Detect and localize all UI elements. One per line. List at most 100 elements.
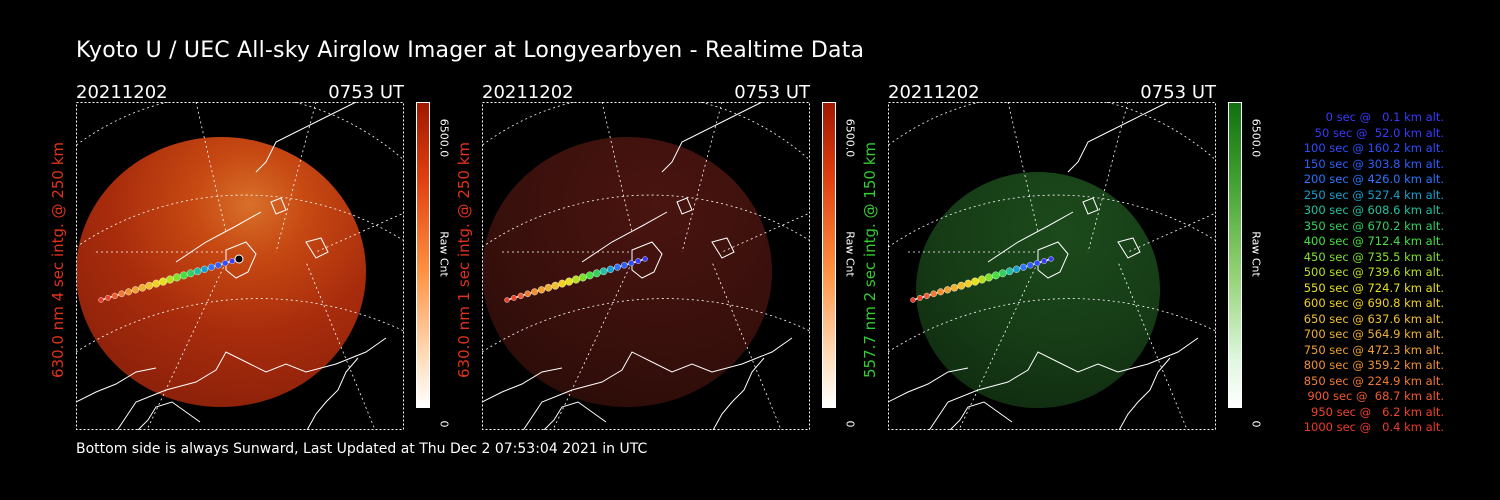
allsky-map — [76, 102, 404, 430]
time-label: 0753 UT — [1140, 82, 1216, 103]
legend-row: 650 sec @ 637.6 km alt. — [1303, 311, 1444, 326]
panel-630-4sec: 20211202 0753 UT 630.0 nm 4 sec intg. @ … — [49, 78, 486, 430]
grid-line — [958, 261, 1039, 430]
trajectory-point — [207, 263, 215, 271]
coastline-segment — [225, 241, 257, 279]
coastline-segment — [661, 102, 763, 173]
coastline-segment — [1117, 237, 1141, 259]
allsky-map — [482, 102, 810, 430]
legend-row: 600 sec @ 690.8 km alt. — [1303, 296, 1444, 310]
trajectory-point — [950, 283, 959, 292]
trajectory-point — [504, 297, 510, 303]
trajectory-point — [104, 294, 111, 301]
trajectory-point — [571, 275, 580, 284]
grid-line — [681, 102, 723, 253]
colorbar — [416, 102, 430, 408]
trajectory-point — [1005, 267, 1014, 276]
trajectory-point — [642, 256, 648, 262]
trajectory-point — [606, 265, 615, 273]
date-label: 20211202 — [888, 82, 980, 103]
trajectory-point — [229, 258, 236, 265]
legend-row: 700 sec @ 564.9 km alt. — [1303, 327, 1444, 341]
trajectory-point — [510, 294, 517, 301]
trajectory-point — [916, 294, 923, 301]
page-title: Kyoto U / UEC All-sky Airglow Imager at … — [76, 38, 865, 63]
legend-row: 50 sec @ 52.0 km alt. — [1314, 125, 1444, 140]
trajectory-point — [131, 286, 140, 294]
coastline — [888, 102, 1199, 430]
panel-557-2sec: 20211202 0753 UT 557.7 nm 2 sec intg. @ … — [861, 78, 1298, 430]
trajectory-point — [1019, 263, 1027, 271]
grid-line — [552, 261, 633, 430]
coastline-segment — [631, 241, 663, 279]
grid-line — [76, 194, 404, 248]
coastline — [482, 102, 793, 430]
trajectory-point — [531, 288, 539, 296]
trajectory-point — [125, 288, 133, 296]
trajectory-point — [991, 271, 1000, 280]
coastline-segment — [1037, 241, 1069, 279]
legend-row: 150 sec @ 303.8 km alt. — [1303, 156, 1444, 171]
trajectory-point — [984, 273, 993, 282]
coastline-segment — [711, 237, 735, 259]
legend-row: 200 sec @ 426.0 km alt. — [1303, 172, 1444, 186]
colorbar-min-label: 0 — [437, 420, 451, 428]
legend-row: 400 sec @ 712.4 km alt. — [1303, 234, 1444, 248]
trajectory-point — [517, 292, 524, 300]
wavelength-label: 557.7 nm 2 sec intg. @ 150 km — [861, 141, 879, 379]
trajectory-point — [145, 281, 154, 290]
coastline-segment — [305, 237, 329, 259]
trajectory-point — [165, 275, 174, 284]
colorbar-min-label: 0 — [1249, 420, 1263, 428]
trajectory-point — [599, 267, 608, 276]
colorbar-max-label: 6500.0 — [437, 118, 451, 158]
legend-row: 800 sec @ 359.2 km alt. — [1303, 358, 1444, 372]
trajectory — [504, 256, 648, 303]
trajectory-point — [585, 271, 594, 280]
colorbar — [822, 102, 836, 408]
legend-row: 250 sec @ 527.4 km alt. — [1303, 187, 1444, 202]
grid-line — [146, 261, 227, 430]
trajectory-point — [98, 297, 104, 303]
coastline-segment — [676, 197, 693, 215]
legend-row: 850 sec @ 224.9 km alt. — [1303, 373, 1444, 388]
time-label: 0753 UT — [328, 82, 404, 103]
trajectory-point — [592, 269, 601, 278]
colorbar — [1228, 102, 1242, 408]
coastline-segment — [1118, 357, 1171, 430]
coastline-segment — [175, 211, 262, 263]
trajectory-point — [1041, 258, 1048, 265]
coastline-segment — [306, 357, 359, 430]
grid-line — [315, 212, 404, 253]
legend-row: 550 sec @ 724.7 km alt. — [1303, 280, 1444, 295]
legend-row: 450 sec @ 735.5 km alt. — [1303, 249, 1444, 264]
trajectory — [98, 254, 244, 303]
trajectory-point — [159, 277, 168, 286]
footer-note: Bottom side is always Sunward, Last Upda… — [76, 441, 648, 457]
legend-row: 750 sec @ 472.3 km alt. — [1303, 342, 1444, 357]
time-label: 0753 UT — [734, 82, 810, 103]
trajectory-point — [172, 273, 181, 282]
trajectory-point — [613, 263, 621, 271]
panel-630-1sec: 20211202 0753 UT 630.0 nm 1 sec intg. @ … — [455, 78, 892, 430]
legend-row: 900 sec @ 68.7 km alt. — [1307, 389, 1444, 403]
trajectory-point — [111, 292, 118, 300]
date-label: 20211202 — [482, 82, 574, 103]
coastline-segment — [522, 337, 793, 430]
map-frame — [76, 102, 404, 430]
trajectory-point — [998, 269, 1007, 278]
grid-line — [482, 194, 810, 248]
legend-row: 1000 sec @ 0.4 km alt. — [1303, 420, 1444, 434]
trajectory-point — [524, 290, 532, 298]
colorbar-unit-label: Raw Cnt — [1249, 231, 1263, 277]
allsky-map — [888, 102, 1216, 430]
trajectory-point — [558, 279, 567, 288]
grid-line — [888, 194, 1216, 248]
trajectory-point — [565, 277, 574, 286]
lat-lon-grid — [76, 102, 404, 430]
colorbar-unit-label: Raw Cnt — [437, 231, 451, 277]
wavelength-label: 630.0 nm 4 sec intg. @ 250 km — [49, 141, 67, 379]
trajectory-point — [971, 277, 980, 286]
lat-lon-grid — [888, 102, 1216, 430]
